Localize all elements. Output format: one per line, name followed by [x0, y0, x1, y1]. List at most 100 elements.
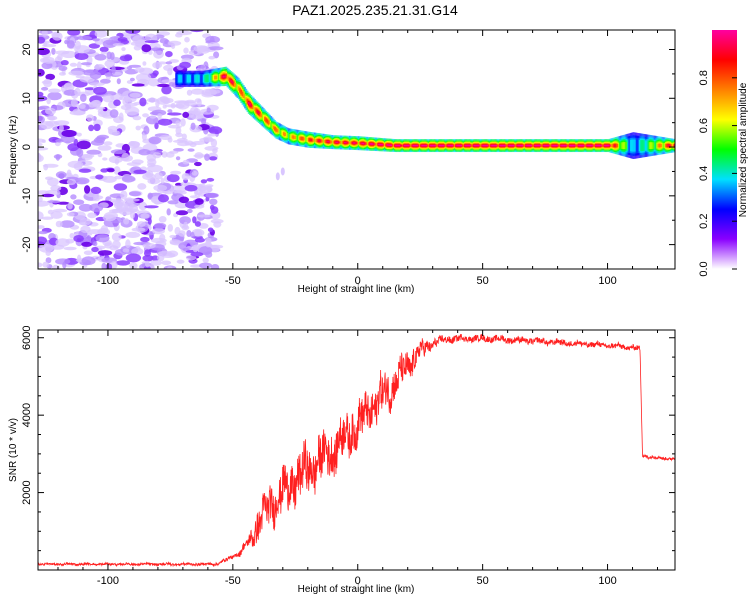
signal-cell: [217, 74, 220, 81]
signal-layer: [221, 75, 675, 147]
noise-blob: [119, 96, 126, 101]
signal-cell: [259, 112, 261, 117]
noise-blobs: [38, 30, 285, 269]
noise-blob: [111, 208, 120, 213]
signal-cell: [462, 144, 465, 147]
signal-cell: [536, 144, 539, 147]
noise-blob: [73, 199, 85, 205]
x-tick-label: 50: [477, 275, 489, 287]
x-tick-label: -50: [225, 275, 241, 287]
signal-cell: [502, 144, 505, 147]
noise-blob: [164, 104, 179, 108]
noise-blob: [166, 208, 171, 216]
colorbar-tick-label: 0.8: [698, 70, 710, 85]
signal-cell: [307, 138, 310, 142]
noise-blob: [67, 30, 81, 36]
signal-cell: [220, 74, 223, 79]
noise-blob: [166, 174, 180, 183]
signal-cell: [272, 125, 275, 130]
noise-blob: [194, 221, 201, 227]
signal-cell: [505, 144, 507, 147]
signal-cell: [316, 139, 319, 143]
noise-blob: [152, 227, 165, 235]
noise-blob: [38, 142, 43, 147]
signal-cell: [511, 144, 514, 147]
noise-blob: [207, 227, 214, 233]
noise-blob: [80, 62, 93, 66]
noise-blob: [141, 44, 152, 53]
signal-cell: [225, 74, 228, 79]
noise-blob: [193, 229, 203, 237]
signal-cell: [335, 141, 338, 144]
snr-panel: -100 -50 0 50 100 2000 4000 6000 Height of stra…: [8, 325, 676, 595]
noise-blob: [126, 162, 141, 167]
noise-blob: [190, 106, 199, 115]
signal-cell: [615, 143, 617, 148]
noise-blob: [129, 262, 138, 269]
signal-cell: [322, 138, 325, 144]
noise-blob: [42, 261, 49, 268]
noise-blob: [58, 65, 68, 71]
noise-blob: [41, 193, 55, 198]
signal-cell: [523, 144, 526, 147]
signal-cell: [334, 140, 336, 144]
signal-cell: [643, 140, 646, 151]
noise-blob: [38, 138, 46, 143]
noise-blob: [38, 36, 46, 44]
signal-cell: [287, 132, 290, 140]
noise-blob: [47, 200, 61, 204]
noise-blob: [174, 100, 190, 104]
signal-cell: [180, 75, 183, 83]
signal-cell: [340, 140, 343, 145]
signal-cell: [557, 144, 560, 147]
signal-cell: [435, 144, 438, 147]
signal-cell: [672, 144, 675, 147]
signal-cell: [401, 144, 404, 147]
signal-cell: [422, 144, 425, 147]
noise-blob: [125, 253, 142, 263]
signal-cell: [181, 74, 184, 84]
signal-cell: [670, 144, 672, 148]
noise-blob: [175, 132, 183, 138]
signal-cell: [648, 142, 651, 150]
noise-blob: [150, 260, 162, 266]
noise-blob: [100, 78, 111, 84]
noise-blob: [76, 254, 82, 263]
signal-cell: [647, 140, 650, 151]
signal-cell: [192, 74, 195, 84]
signal-cell: [602, 144, 605, 147]
y-tick-label: 4000: [21, 403, 33, 427]
noise-blob: [167, 266, 173, 269]
noise-blob: [51, 47, 56, 55]
signal-cell: [626, 140, 629, 151]
signal-cell: [518, 144, 521, 147]
signal-cell: [417, 144, 420, 147]
noise-blob: [76, 35, 92, 41]
signal-cell: [652, 142, 655, 149]
signal-cell: [531, 144, 534, 147]
signal-cell: [420, 144, 423, 147]
noise-blob: [167, 224, 173, 232]
signal-cell: [337, 141, 340, 144]
signal-cell: [478, 144, 481, 147]
signal-cell: [415, 144, 418, 147]
noise-blob: [45, 257, 52, 264]
signal-cell: [538, 144, 541, 147]
signal-cell: [600, 144, 602, 147]
noise-blob: [129, 92, 141, 98]
noise-blob: [55, 171, 67, 179]
noise-blob: [109, 198, 123, 202]
colorbar-gradient: [712, 30, 737, 269]
signal-cell: [572, 144, 575, 147]
signal-cell: [239, 88, 241, 93]
noise-blob: [86, 149, 101, 155]
noise-blob: [194, 161, 202, 167]
noise-blob: [131, 227, 146, 232]
noise-blob: [120, 104, 132, 111]
signal-cell: [463, 144, 466, 147]
noise-blob: [206, 177, 215, 182]
signal-cell: [522, 144, 525, 147]
noise-blob: [154, 172, 163, 180]
signal-cell: [182, 74, 185, 84]
